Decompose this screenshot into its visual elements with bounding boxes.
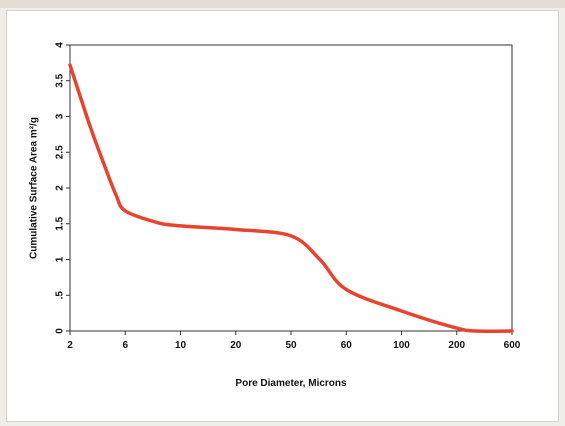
y-tick-label-6: 3 xyxy=(55,113,66,119)
x-tick-label-1: 6 xyxy=(122,340,128,351)
y-tick-label-0: 0 xyxy=(55,328,66,334)
y-tick-label-7: 3.5 xyxy=(55,73,66,87)
chart-card xyxy=(6,10,559,422)
x-tick-label-4: 50 xyxy=(285,340,297,351)
y-tick-label-2: 1 xyxy=(55,256,66,262)
y-axis-title: Cumulative Surface Area m²/g xyxy=(29,117,40,259)
x-axis-ticks: 2 6 10 20 50 60 100 200 600 xyxy=(67,331,521,351)
x-tick-label-2: 10 xyxy=(175,340,187,351)
y-tick-label-3: 1.5 xyxy=(55,216,66,230)
x-tick-label-7: 200 xyxy=(448,340,465,351)
x-tick-label-5: 60 xyxy=(341,340,353,351)
x-axis-title: Pore Diameter, Microns xyxy=(235,378,347,389)
window-top-bar xyxy=(0,0,565,8)
x-tick-label-8: 600 xyxy=(504,340,521,351)
y-tick-label-5: 2.5 xyxy=(55,145,66,159)
series-line xyxy=(68,63,514,333)
y-axis-ticks: 0 .5 1 1.5 2 2.5 3 3.5 4 xyxy=(55,42,70,334)
plot-area-frame xyxy=(69,44,513,332)
x-tick-label-0: 2 xyxy=(67,340,73,351)
y-tick-label-4: 2 xyxy=(55,185,66,191)
y-tick-label-1: .5 xyxy=(55,291,66,300)
x-tick-label-3: 20 xyxy=(230,340,242,351)
x-tick-label-6: 100 xyxy=(393,340,410,351)
y-tick-label-8: 4 xyxy=(55,42,66,48)
